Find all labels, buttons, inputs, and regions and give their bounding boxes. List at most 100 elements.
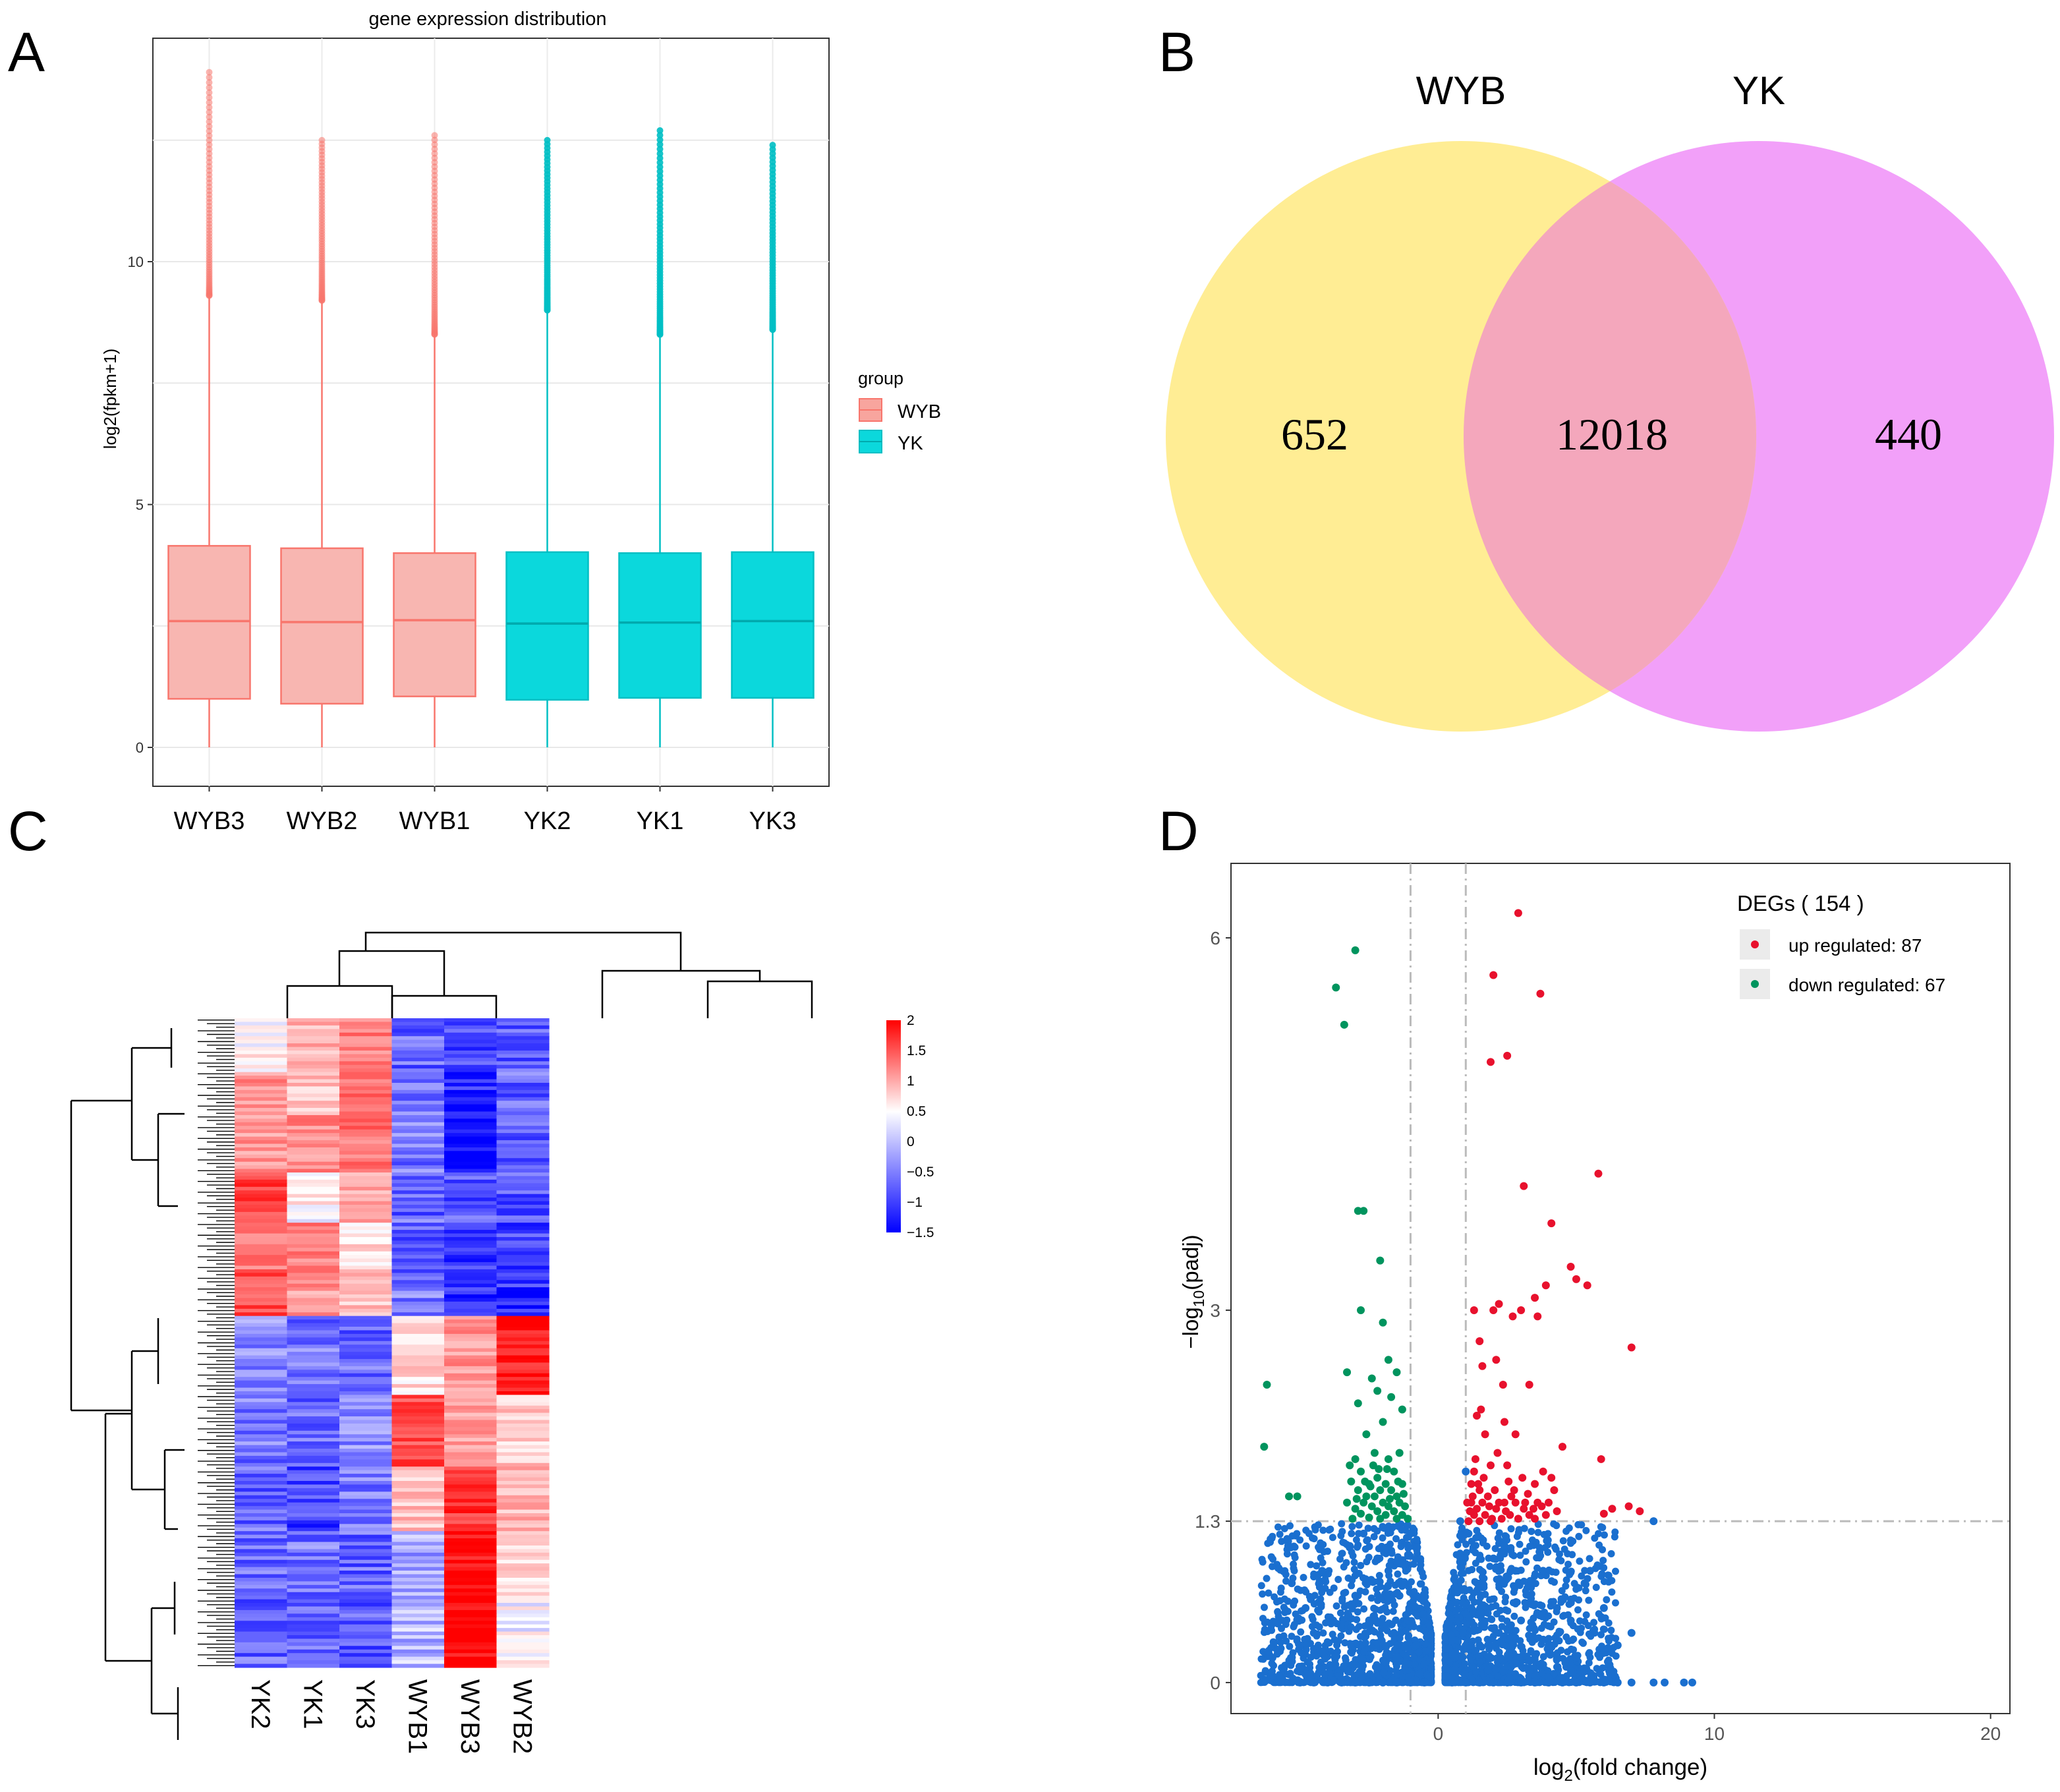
volcano-point-up-regulated bbox=[1468, 1492, 1477, 1501]
volcano-point-not-significant bbox=[1531, 1627, 1539, 1634]
heatmap-cell bbox=[287, 1057, 340, 1062]
heatmap-cell bbox=[391, 1563, 445, 1568]
box-wyb3 bbox=[167, 544, 251, 700]
volcano-point-not-significant bbox=[1294, 1585, 1302, 1593]
box-outlier-yk1 bbox=[656, 150, 664, 158]
volcano-point-not-significant bbox=[1558, 1678, 1566, 1687]
heatmap-cell bbox=[496, 1455, 550, 1460]
volcano-point-up-regulated bbox=[1608, 1505, 1617, 1513]
volcano-point-not-significant bbox=[1276, 1530, 1284, 1538]
heatmap-cell bbox=[391, 1513, 445, 1518]
heatmap-cell bbox=[339, 1646, 393, 1650]
volcano-point-up-regulated bbox=[1477, 1405, 1485, 1414]
heatmap-cell bbox=[444, 1656, 498, 1661]
heatmap-cell bbox=[339, 1412, 393, 1417]
volcano-point-up-regulated bbox=[1539, 1467, 1547, 1476]
heatmap-cell bbox=[235, 1032, 288, 1037]
heatmap-cell bbox=[444, 1517, 498, 1521]
volcano-point-not-significant bbox=[1392, 1678, 1401, 1687]
heatmap-cell bbox=[287, 1437, 340, 1442]
heatmap-cell bbox=[444, 1176, 498, 1180]
heatmap-cell bbox=[339, 1649, 393, 1654]
volcano-point-not-significant bbox=[1323, 1678, 1332, 1687]
volcano-point-not-significant bbox=[1302, 1542, 1310, 1550]
heatmap-cell bbox=[444, 1617, 498, 1621]
volcano-point-not-significant bbox=[1478, 1579, 1487, 1588]
heatmap-cell bbox=[235, 1603, 288, 1607]
heatmap-cell bbox=[391, 1395, 445, 1399]
heatmap-cell bbox=[287, 1642, 340, 1646]
volcano-point-not-significant bbox=[1456, 1653, 1464, 1661]
heatmap-cell bbox=[235, 1441, 288, 1446]
heatmap-cell bbox=[235, 1064, 288, 1069]
heatmap-cell bbox=[235, 1606, 288, 1611]
volcano-point-not-significant bbox=[1412, 1555, 1419, 1563]
volcano-point-not-significant bbox=[1318, 1567, 1327, 1575]
heatmap-cell bbox=[496, 1642, 550, 1646]
heatmap-cell bbox=[235, 1143, 288, 1148]
volcano-point-up-regulated bbox=[1493, 1449, 1502, 1457]
heatmap-cell bbox=[444, 1603, 498, 1607]
volcano-point-not-significant bbox=[1383, 1627, 1391, 1634]
heatmap-cell bbox=[496, 1502, 550, 1507]
volcano-point-not-significant bbox=[1457, 1570, 1465, 1578]
heatmap-cell bbox=[287, 1036, 340, 1041]
heatmap-cell bbox=[391, 1244, 445, 1248]
heatmap-cell bbox=[496, 1603, 550, 1607]
heatmap-cell bbox=[339, 1638, 393, 1643]
heatmap-cell bbox=[444, 1129, 498, 1134]
volcano-point-not-significant bbox=[1472, 1542, 1480, 1549]
volcano-point-not-significant bbox=[1410, 1588, 1418, 1596]
volcano-point-down-regulated bbox=[1354, 1207, 1362, 1215]
heatmap-cell bbox=[391, 1631, 445, 1636]
volcano-point-not-significant bbox=[1267, 1538, 1274, 1546]
heatmap-cell bbox=[235, 1384, 288, 1389]
heatmap-cell bbox=[339, 1050, 393, 1055]
heatmap-cell bbox=[444, 1280, 498, 1285]
heatmap-cell bbox=[339, 1101, 393, 1105]
heatmap-cell bbox=[496, 1398, 550, 1402]
heatmap-cell bbox=[235, 1642, 288, 1646]
heatmap-cell bbox=[391, 1248, 445, 1252]
volcano-x-tick-label: 10 bbox=[1704, 1723, 1725, 1744]
volcano-point-up-regulated bbox=[1529, 1505, 1537, 1513]
volcano-point-up-regulated bbox=[1495, 1300, 1503, 1308]
heatmap-cell bbox=[444, 1104, 498, 1109]
heatmap-cell bbox=[235, 1366, 288, 1370]
heatmap-cell bbox=[235, 1287, 288, 1292]
volcano-point-up-regulated bbox=[1497, 1515, 1506, 1523]
heatmap-cell bbox=[391, 1151, 445, 1155]
heatmap-cell bbox=[339, 1029, 393, 1033]
heatmap-cell bbox=[339, 1405, 393, 1410]
volcano-point-not-significant bbox=[1562, 1527, 1570, 1535]
panel-label-a: A bbox=[8, 21, 45, 83]
volcano-point-not-significant bbox=[1442, 1672, 1450, 1681]
heatmap-cell bbox=[235, 1290, 288, 1295]
heatmap-cell bbox=[235, 1265, 288, 1270]
heatmap-cell bbox=[391, 1646, 445, 1650]
heatmap-cell bbox=[496, 1449, 550, 1453]
heatmap-cell bbox=[391, 1405, 445, 1410]
volcano-point-not-significant bbox=[1427, 1642, 1435, 1650]
heatmap-cell bbox=[339, 1656, 393, 1661]
volcano-point-not-significant bbox=[1384, 1567, 1392, 1575]
heatmap-cell bbox=[496, 1584, 550, 1589]
heatmap-cell bbox=[287, 1204, 340, 1209]
box-legend-key-yk bbox=[859, 430, 882, 453]
heatmap-cell bbox=[235, 1133, 288, 1138]
heatmap-cell bbox=[391, 1158, 445, 1163]
volcano-point-not-significant bbox=[1392, 1654, 1401, 1662]
heatmap-cell bbox=[339, 1211, 393, 1216]
volcano-point-not-significant bbox=[1288, 1579, 1296, 1588]
volcano-point-not-significant bbox=[1526, 1542, 1534, 1550]
heatmap-cell bbox=[339, 1455, 393, 1460]
box-wyb2 bbox=[280, 547, 364, 705]
heatmap-cell bbox=[496, 1434, 550, 1439]
volcano-point-not-significant bbox=[1308, 1613, 1316, 1621]
heatmap-cell bbox=[391, 1449, 445, 1453]
volcano-point-not-significant bbox=[1499, 1640, 1506, 1648]
heatmap-cell bbox=[339, 1481, 393, 1486]
volcano-point-not-significant bbox=[1517, 1642, 1525, 1650]
heatmap-cell bbox=[496, 1599, 550, 1604]
